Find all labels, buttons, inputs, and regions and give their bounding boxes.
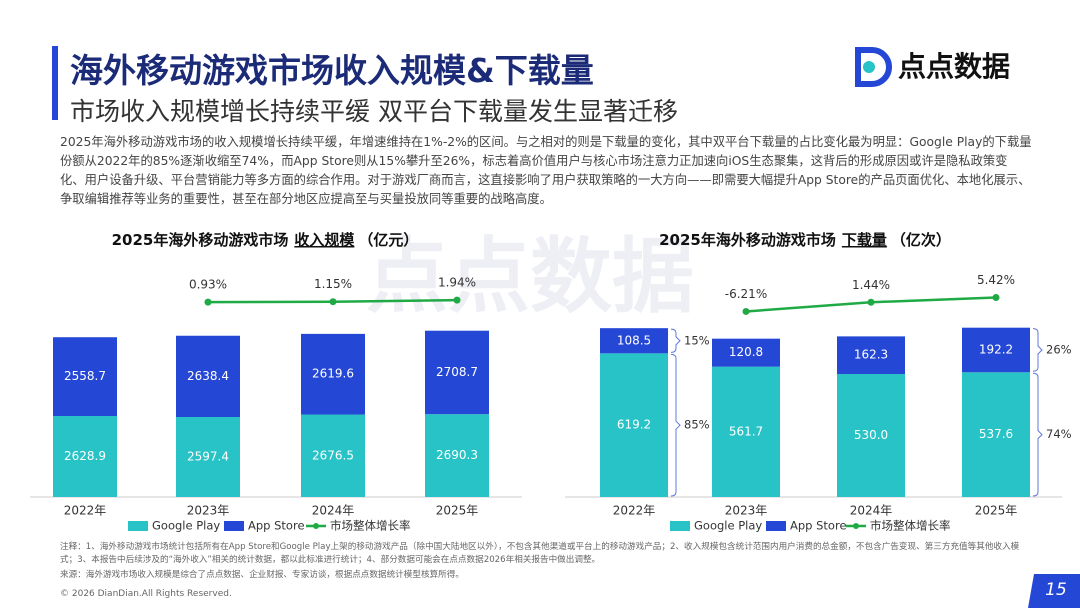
- line-value-label: 1.44%: [852, 278, 890, 292]
- legend-label: Google Play: [152, 519, 220, 533]
- share-bracket: [670, 353, 681, 497]
- x-tick-label: 2022年: [613, 504, 656, 518]
- legend-label: App Store: [790, 519, 847, 533]
- x-tick-label: 2025年: [975, 504, 1018, 518]
- bar-value-label: 162.3: [854, 348, 888, 362]
- bar-value-label: 2628.9: [64, 449, 106, 463]
- legend-label: 市场整体增长率: [870, 519, 951, 533]
- legend-label: App Store: [248, 519, 305, 533]
- paragraph: 2025年海外移动游戏市场的收入规模增长持续平缓，年增速维持在1%-2%的区间。…: [60, 135, 1032, 206]
- legend-swatch: [224, 521, 244, 531]
- page-number-box: [1028, 574, 1080, 608]
- legend-dot: [853, 523, 859, 529]
- share-label: 15%: [684, 333, 710, 347]
- bar-value-label: 530.0: [854, 428, 888, 442]
- source: 来源：海外游戏市场收入规模是综合了点点数据、企业财报、专家访谈，根据点点数据统计…: [60, 570, 464, 580]
- line-point: [329, 298, 337, 306]
- legend-label: Google Play: [694, 519, 762, 533]
- bar-segment: [837, 374, 905, 497]
- bar-value-label: 120.8: [729, 345, 763, 359]
- chart-title-emphasis: 下载量: [842, 231, 887, 249]
- bar-segment: [600, 353, 668, 497]
- title-accent: [52, 46, 58, 120]
- bar-segment: [712, 338, 780, 367]
- bar-value-label: 2708.7: [436, 365, 478, 379]
- bar-value-label: 2619.6: [312, 367, 354, 381]
- bar-value-label: 2676.5: [312, 448, 354, 462]
- bar-segment: [53, 416, 117, 497]
- chart-title-emphasis: 收入规模: [294, 231, 355, 249]
- bar-value-label: 108.5: [617, 333, 651, 347]
- legend-dot: [313, 523, 319, 529]
- share-bracket: [670, 328, 681, 353]
- bar-segment: [176, 335, 240, 418]
- line-point: [867, 298, 875, 306]
- chart-title-unit: （亿元）: [358, 231, 418, 249]
- line-point: [204, 298, 212, 306]
- chart-title-main: 2025年海外移动游戏市场: [659, 231, 836, 249]
- legend-swatch: [766, 521, 786, 531]
- subtitle: 市场收入规模增长持续平缓 双平台下载量发生显著迁移: [70, 97, 678, 126]
- line-point: [992, 293, 1000, 301]
- bar-value-label: 2638.4: [187, 369, 229, 383]
- bar-value-label: 2597.4: [187, 450, 229, 464]
- chart-title: 2025年海外移动游戏市场 下载量 （亿次）: [659, 231, 951, 249]
- share-bracket: [1032, 328, 1043, 372]
- bar-segment: [176, 417, 240, 497]
- x-tick-label: 2024年: [850, 504, 893, 518]
- bar-segment: [712, 366, 780, 497]
- bar-segment: [301, 414, 365, 497]
- legend-label: 市场整体增长率: [330, 519, 411, 533]
- bar-value-label: 537.6: [979, 427, 1013, 441]
- line-point: [742, 307, 750, 315]
- bar-segment: [837, 336, 905, 375]
- share-label: 74%: [1046, 427, 1072, 441]
- title: 海外移动游戏市场收入规模&下载量: [70, 51, 594, 90]
- line-value-label: 1.94%: [438, 276, 476, 290]
- logo-icon: [855, 47, 892, 87]
- bar-segment: [425, 330, 489, 415]
- legend-swatch: [128, 521, 148, 531]
- bar-segment: [962, 327, 1030, 373]
- line-value-label: 0.93%: [189, 278, 227, 292]
- x-tick-label: 2023年: [725, 504, 768, 518]
- chart-title: 2025年海外移动游戏市场 收入规模 （亿元）: [112, 231, 419, 249]
- watermark: 点点数据: [366, 229, 694, 324]
- x-tick-label: 2023年: [187, 504, 230, 518]
- bar-segment: [962, 372, 1030, 497]
- bar-segment: [600, 328, 668, 354]
- logo-text: 点点数据: [898, 50, 1010, 83]
- copyright: © 2026 DianDian.All Rights Reserved.: [60, 589, 232, 599]
- bar-segment: [53, 337, 117, 417]
- legend-swatch: [670, 521, 690, 531]
- share-label: 26%: [1046, 342, 1072, 356]
- notes: 注释：1、海外移动游戏市场统计包括所有在App Store和Google Pla…: [60, 542, 1020, 565]
- bar-value-label: 619.2: [617, 418, 651, 432]
- x-tick-label: 2024年: [312, 504, 355, 518]
- page-number: 15: [1045, 580, 1067, 600]
- share-label: 85%: [684, 418, 710, 432]
- bar-value-label: 2558.7: [64, 369, 106, 383]
- bar-segment: [301, 333, 365, 415]
- chart-title-main: 2025年海外移动游戏市场: [112, 231, 289, 249]
- bar-value-label: 192.2: [979, 342, 1013, 356]
- line-point: [453, 296, 461, 304]
- bar-value-label: 2690.3: [436, 448, 478, 462]
- x-tick-label: 2025年: [436, 504, 479, 518]
- line-value-label: 1.15%: [314, 277, 352, 291]
- share-bracket: [1032, 372, 1043, 497]
- x-tick-label: 2022年: [64, 504, 107, 518]
- bar-value-label: 561.7: [729, 424, 763, 438]
- chart-title-unit: （亿次）: [891, 231, 951, 249]
- bar-segment: [425, 414, 489, 497]
- line-value-label: -6.21%: [725, 287, 767, 301]
- line-value-label: 5.42%: [977, 273, 1015, 287]
